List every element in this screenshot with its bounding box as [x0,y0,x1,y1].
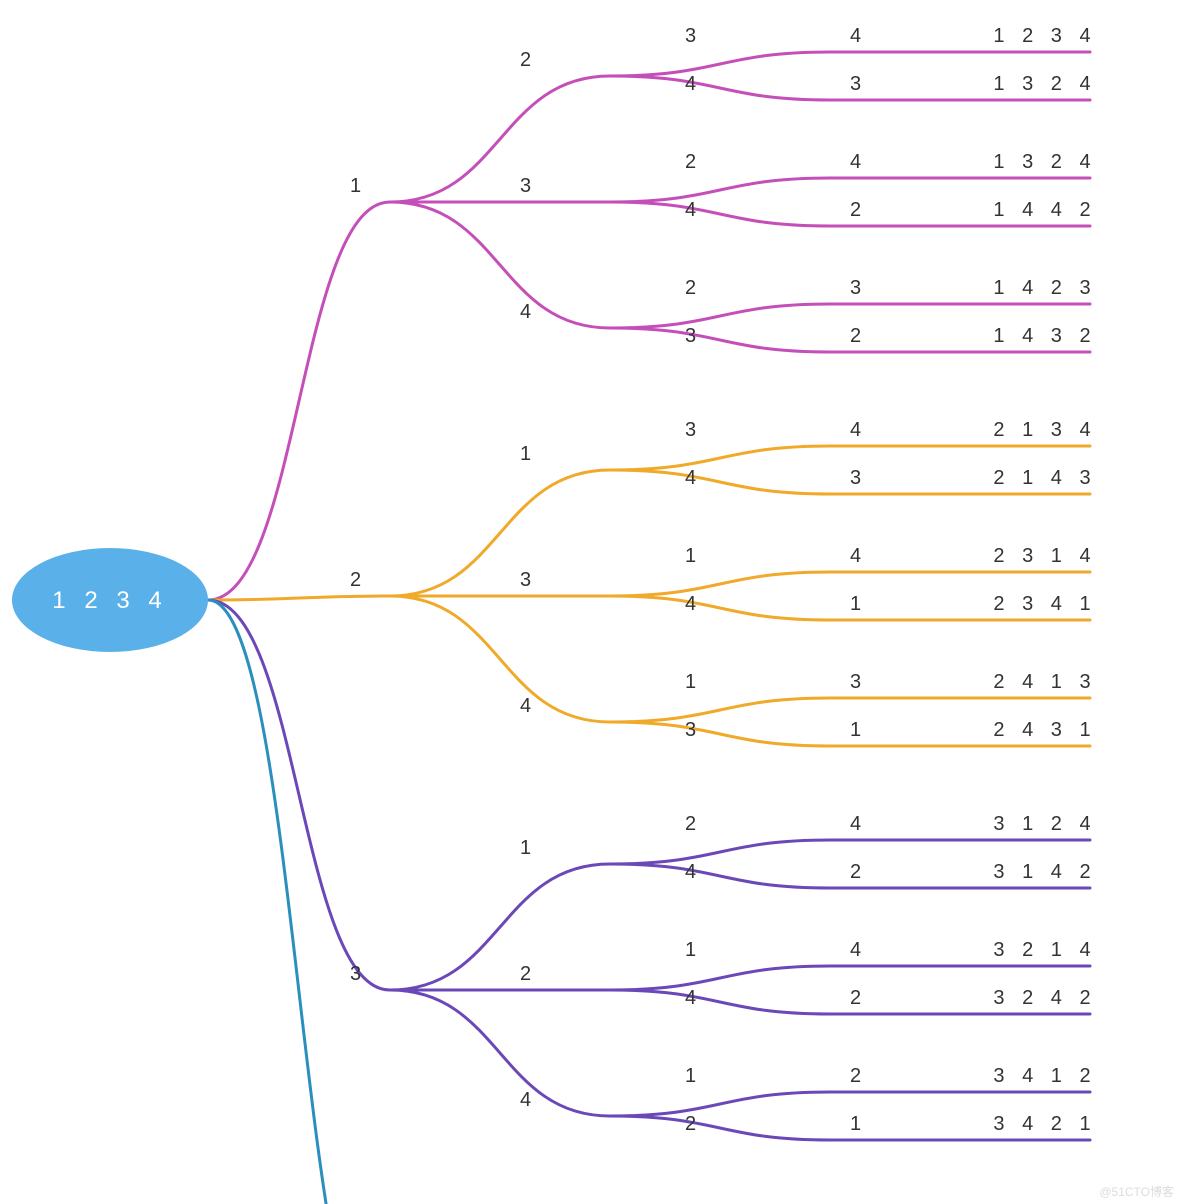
level4-label: 2 [850,987,862,1009]
level3-label: 3 [685,325,697,347]
level1-label: 3 [350,963,362,985]
level3-label: 4 [685,467,697,489]
root-label: 1 2 3 4 [52,587,167,614]
leaf-permutation: 2 4 3 1 [993,719,1096,741]
leaf-permutation: 2 1 3 4 [993,419,1096,441]
level4-label: 3 [850,467,862,489]
level3-label: 3 [685,719,697,741]
level4-label: 4 [850,151,862,173]
level4-label: 4 [850,545,862,567]
leaf-permutation: 3 2 4 2 [993,987,1096,1009]
leaf-permutation: 1 2 3 4 [993,25,1096,47]
leaf-permutation: 3 2 1 4 [993,939,1096,961]
level3-label: 1 [685,939,697,961]
level2-label: 4 [520,301,532,323]
level2-label: 3 [520,175,532,197]
level2-label: 4 [520,695,532,717]
level1-label: 1 [350,175,362,197]
level4-label: 4 [850,25,862,47]
level4-label: 2 [850,861,862,883]
leaf-permutation: 2 3 4 1 [993,593,1096,615]
level1-label: 2 [350,569,362,591]
leaf-permutation: 2 3 1 4 [993,545,1096,567]
leaf-permutation: 3 1 4 2 [993,861,1096,883]
leaf-permutation: 1 4 2 3 [993,277,1096,299]
leaf-permutation: 1 3 2 4 [993,151,1096,173]
level2-label: 1 [520,837,532,859]
leaf-permutation: 3 4 2 1 [993,1113,1096,1135]
leaf-permutation: 2 1 4 3 [993,467,1096,489]
level3-label: 2 [685,813,697,835]
level3-label: 2 [685,1113,697,1135]
level4-label: 3 [850,671,862,693]
level2-label: 1 [520,443,532,465]
level3-label: 4 [685,861,697,883]
leaf-permutation: 3 4 1 2 [993,1065,1096,1087]
level4-label: 2 [850,199,862,221]
level4-label: 4 [850,939,862,961]
level2-label: 3 [520,569,532,591]
level3-label: 1 [685,671,697,693]
level4-label: 1 [850,593,862,615]
leaf-permutation: 3 1 2 4 [993,813,1096,835]
level2-label: 2 [520,49,532,71]
level4-label: 1 [850,1113,862,1135]
level4-label: 3 [850,277,862,299]
level3-label: 4 [685,593,697,615]
level3-label: 4 [685,73,697,95]
level3-label: 4 [685,987,697,1009]
level4-label: 1 [850,719,862,741]
level2-label: 2 [520,963,532,985]
level3-label: 3 [685,419,697,441]
leaf-permutation: 1 4 4 2 [993,199,1096,221]
level3-label: 1 [685,1065,697,1087]
permutation-tree-diagram: 1 2 3 4 1 2 3 4 4 3 1 3 2 4 3 2 4 1 3 2 4 4 2 1 4 4 2 4… [0,0,1184,1204]
level3-label: 4 [685,199,697,221]
level3-label: 3 [685,25,697,47]
leaf-permutation: 1 3 2 4 [993,73,1096,95]
level4-label: 2 [850,325,862,347]
leaf-permutation: 1 4 3 2 [993,325,1096,347]
level3-label: 1 [685,545,697,567]
level4-label: 3 [850,73,862,95]
level4-label: 4 [850,813,862,835]
level4-label: 4 [850,419,862,441]
watermark: @51CTO博客 [1099,1184,1174,1199]
level3-label: 2 [685,151,697,173]
level4-label: 2 [850,1065,862,1087]
level2-label: 4 [520,1089,532,1111]
leaf-permutation: 2 4 1 3 [993,671,1096,693]
level3-label: 2 [685,277,697,299]
